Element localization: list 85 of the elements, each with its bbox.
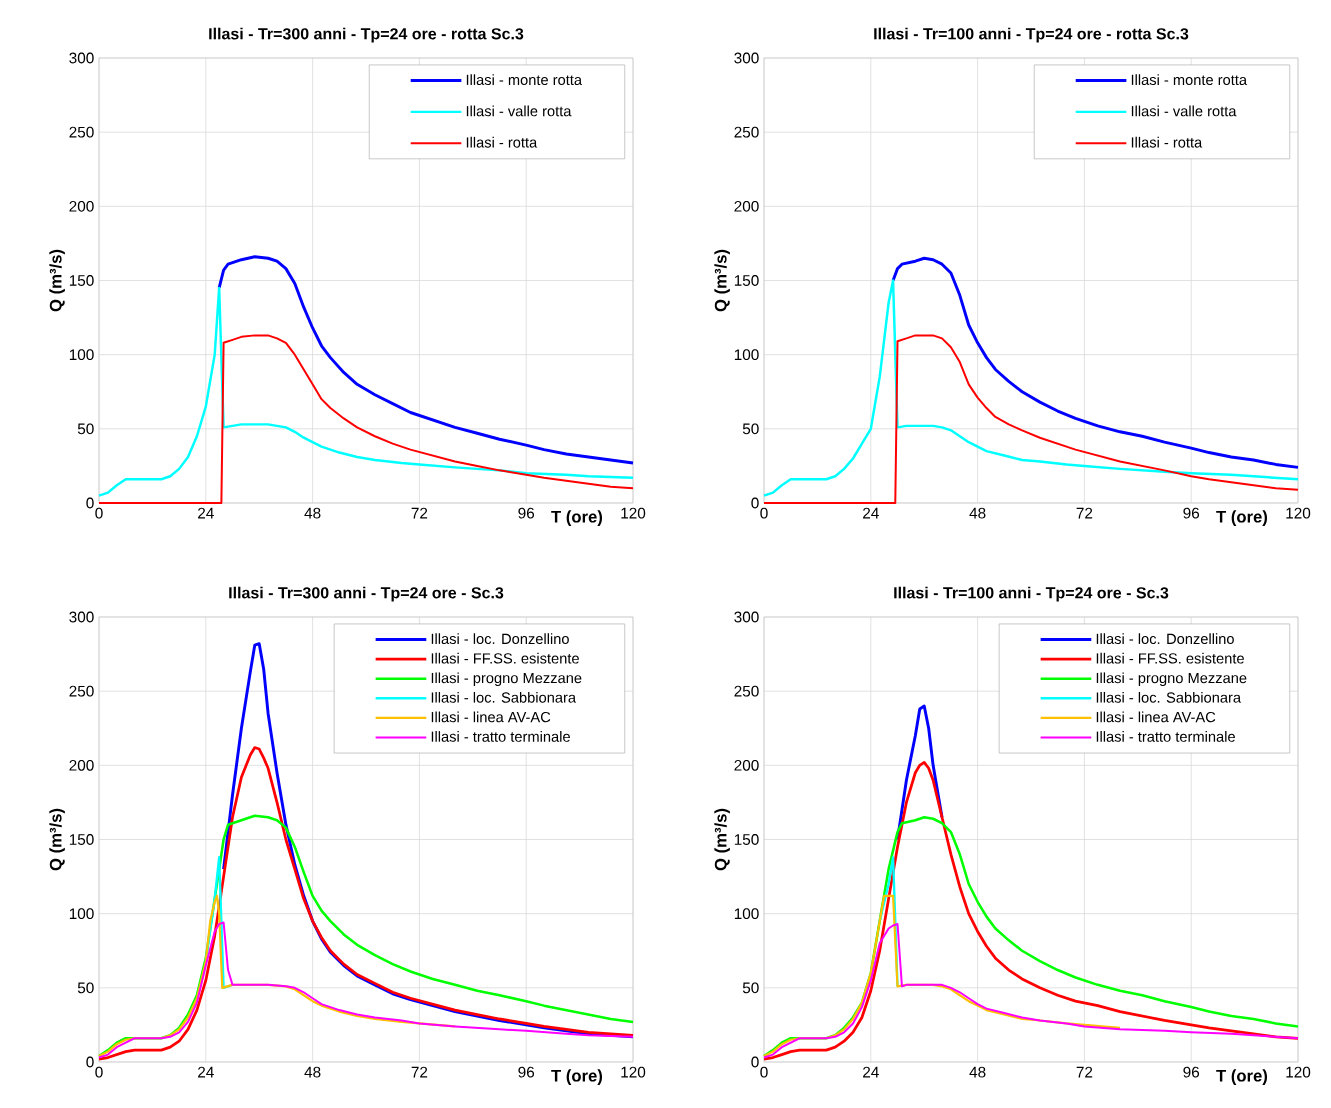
y-tick-label: 300 [69, 611, 94, 623]
legend-label: Illasi - loc. Sabbionara [1096, 691, 1242, 703]
x-tick-label: 120 [1286, 507, 1311, 519]
y-tick-label: 250 [734, 685, 759, 697]
line-series [891, 256, 1300, 469]
x-tick-label: 96 [1183, 1066, 1200, 1078]
x-tick-label: 96 [1183, 507, 1200, 519]
x-tick-label: 48 [304, 1066, 321, 1078]
chart-title: Illasi - Tr=100 anni - Tp=24 ore - Sc.3 [894, 586, 1169, 602]
x-tick-label: 96 [518, 1066, 535, 1078]
y-tick-label: 200 [69, 200, 94, 212]
y-tick-label: 300 [734, 52, 759, 64]
line-series [762, 894, 1122, 1058]
x-tick-label: 24 [198, 507, 214, 519]
y-tick-label: 100 [734, 349, 759, 361]
legend-label: Illasi - tratto terminale [1096, 731, 1235, 742]
y-tick-label: 0 [86, 497, 94, 509]
legend-label: Illasi - progno Mezzane [1096, 672, 1247, 687]
y-tick-label: 100 [69, 349, 94, 361]
y-tick-label: 50 [77, 423, 94, 435]
x-tick-label: 48 [969, 507, 986, 519]
x-axis-title: T (ore) [551, 510, 603, 526]
legend-label: Illasi - loc. Sabbionara [431, 691, 577, 703]
legend-label: Illasi - linea AV-AC [431, 711, 551, 723]
y-tick-label: 50 [77, 982, 94, 994]
x-axis-title: T (ore) [1216, 1069, 1268, 1085]
line-series [762, 279, 1300, 497]
legend-label: Illasi - tratto terminale [431, 731, 570, 742]
y-tick-label: 50 [742, 982, 759, 994]
y-axis-title: Q (m³/s) [49, 249, 65, 312]
x-tick-label: 24 [863, 507, 879, 519]
y-axis-title: Q (m³/s) [49, 808, 65, 871]
x-tick-label: 120 [621, 1066, 646, 1078]
y-tick-label: 0 [751, 1056, 759, 1068]
y-tick-label: 200 [734, 200, 759, 212]
y-tick-label: 150 [69, 834, 94, 845]
legend-label: Illasi - valle rotta [1131, 105, 1237, 117]
y-tick-label: 250 [734, 126, 759, 138]
legend-label: Illasi - rotta [466, 136, 538, 148]
y-tick-label: 200 [69, 759, 94, 771]
x-tick-label: 0 [760, 1066, 768, 1078]
y-tick-label: 0 [86, 1056, 94, 1068]
y-tick-label: 150 [69, 275, 94, 286]
x-tick-label: 0 [95, 507, 103, 519]
x-tick-label: 120 [621, 507, 646, 519]
y-tick-label: 300 [734, 611, 759, 623]
legend-label: Illasi - monte rotta [466, 74, 583, 86]
y-tick-label: 200 [734, 759, 759, 771]
y-axis-title: Q (m³/s) [714, 808, 730, 871]
x-axis-title: T (ore) [551, 1069, 603, 1085]
y-tick-label: 250 [69, 685, 94, 697]
x-tick-label: 72 [1076, 1066, 1093, 1078]
legend-label: Illasi - valle rotta [466, 105, 572, 117]
chart-title: Illasi - Tr=300 anni - Tp=24 ore - Sc.3 [229, 586, 504, 602]
y-tick-label: 300 [69, 52, 94, 64]
legend-label: Illasi - FF.SS. esistente [431, 652, 579, 664]
x-tick-label: 96 [518, 507, 535, 519]
y-tick-label: 250 [69, 126, 94, 138]
y-axis-title: Q (m³/s) [714, 249, 730, 312]
legend-label: Illasi - progno Mezzane [431, 672, 582, 687]
x-tick-label: 48 [304, 507, 321, 519]
y-tick-label: 100 [734, 908, 759, 920]
y-tick-label: 150 [734, 275, 759, 286]
x-tick-label: 0 [760, 507, 768, 519]
x-tick-label: 72 [411, 507, 428, 519]
y-tick-label: 150 [734, 834, 759, 845]
y-tick-label: 0 [751, 497, 759, 509]
legend-label: Illasi - rotta [1131, 136, 1203, 148]
legend-label: Illasi - FF.SS. esistente [1096, 652, 1244, 664]
legend-label: Illasi - loc. Donzellino [431, 633, 569, 645]
x-tick-label: 120 [1286, 1066, 1311, 1078]
legend-label: Illasi - loc. Donzellino [1096, 633, 1234, 645]
x-tick-label: 72 [1076, 507, 1093, 519]
y-tick-label: 100 [69, 908, 94, 920]
x-tick-label: 72 [411, 1066, 428, 1078]
legend-label: Illasi - linea AV-AC [1096, 711, 1216, 723]
y-tick-label: 50 [742, 423, 759, 435]
x-tick-label: 48 [969, 1066, 986, 1078]
chart-title: Illasi - Tr=100 anni - Tp=24 ore - rotta Sc.3 [874, 27, 1189, 43]
x-tick-label: 0 [95, 1066, 103, 1078]
x-tick-label: 24 [198, 1066, 214, 1078]
chart-title: Illasi - Tr=300 anni - Tp=24 ore - rotta Sc.3 [209, 27, 524, 43]
x-tick-label: 24 [863, 1066, 879, 1078]
x-axis-title: T (ore) [1216, 510, 1268, 526]
legend-label: Illasi - monte rotta [1131, 74, 1248, 86]
